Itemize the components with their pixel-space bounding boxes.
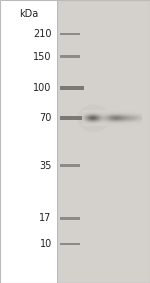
Bar bbox=[60, 117, 84, 120]
Bar bbox=[60, 55, 80, 58]
Bar bbox=[0, 0, 57, 283]
Text: 10: 10 bbox=[39, 239, 52, 249]
Text: 35: 35 bbox=[39, 160, 52, 171]
Bar bbox=[60, 86, 84, 89]
Ellipse shape bbox=[77, 104, 110, 132]
Bar bbox=[60, 164, 80, 167]
Bar bbox=[60, 217, 80, 220]
Bar bbox=[60, 33, 80, 35]
Text: 100: 100 bbox=[33, 83, 52, 93]
Bar bbox=[60, 243, 80, 245]
Text: 150: 150 bbox=[33, 52, 52, 62]
Text: 70: 70 bbox=[39, 113, 52, 123]
Text: kDa: kDa bbox=[20, 9, 39, 19]
Text: 17: 17 bbox=[39, 213, 52, 224]
Bar bbox=[57, 0, 150, 283]
Text: 210: 210 bbox=[33, 29, 52, 39]
